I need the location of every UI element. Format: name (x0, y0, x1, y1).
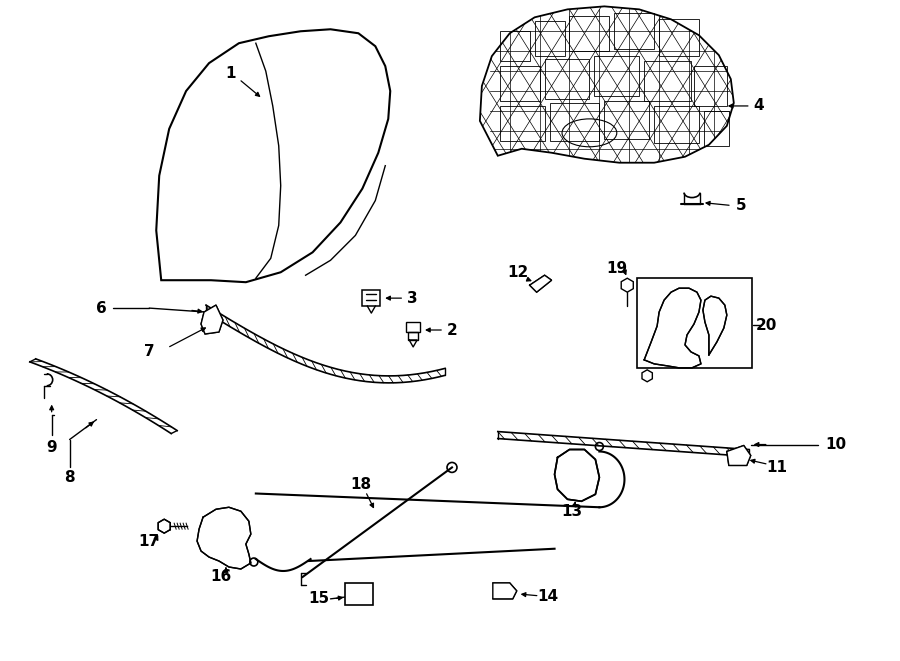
Text: 10: 10 (826, 437, 847, 452)
Text: 4: 4 (753, 98, 764, 114)
Polygon shape (727, 446, 751, 465)
Text: 11: 11 (766, 460, 788, 475)
Text: 3: 3 (407, 291, 418, 305)
Text: 13: 13 (561, 504, 582, 519)
Polygon shape (644, 288, 701, 368)
Text: 12: 12 (507, 265, 528, 280)
Text: 6: 6 (96, 301, 107, 315)
Text: 18: 18 (350, 477, 371, 492)
Text: 19: 19 (607, 260, 628, 276)
Text: 1: 1 (226, 65, 236, 81)
Text: 2: 2 (446, 323, 457, 338)
FancyBboxPatch shape (346, 583, 374, 605)
Polygon shape (642, 370, 652, 382)
Polygon shape (158, 519, 170, 533)
Polygon shape (554, 449, 599, 501)
Polygon shape (197, 507, 251, 569)
Polygon shape (621, 278, 634, 292)
Text: 9: 9 (47, 440, 57, 455)
Text: 7: 7 (144, 344, 155, 360)
Text: 17: 17 (139, 533, 160, 549)
Text: 16: 16 (211, 570, 231, 584)
Polygon shape (201, 305, 223, 334)
Text: 15: 15 (308, 592, 329, 606)
Text: 14: 14 (537, 590, 558, 604)
Text: 8: 8 (64, 470, 75, 485)
Polygon shape (493, 583, 517, 599)
Text: 20: 20 (756, 317, 778, 332)
Text: 5: 5 (735, 198, 746, 213)
Polygon shape (530, 275, 552, 292)
Polygon shape (703, 296, 727, 355)
